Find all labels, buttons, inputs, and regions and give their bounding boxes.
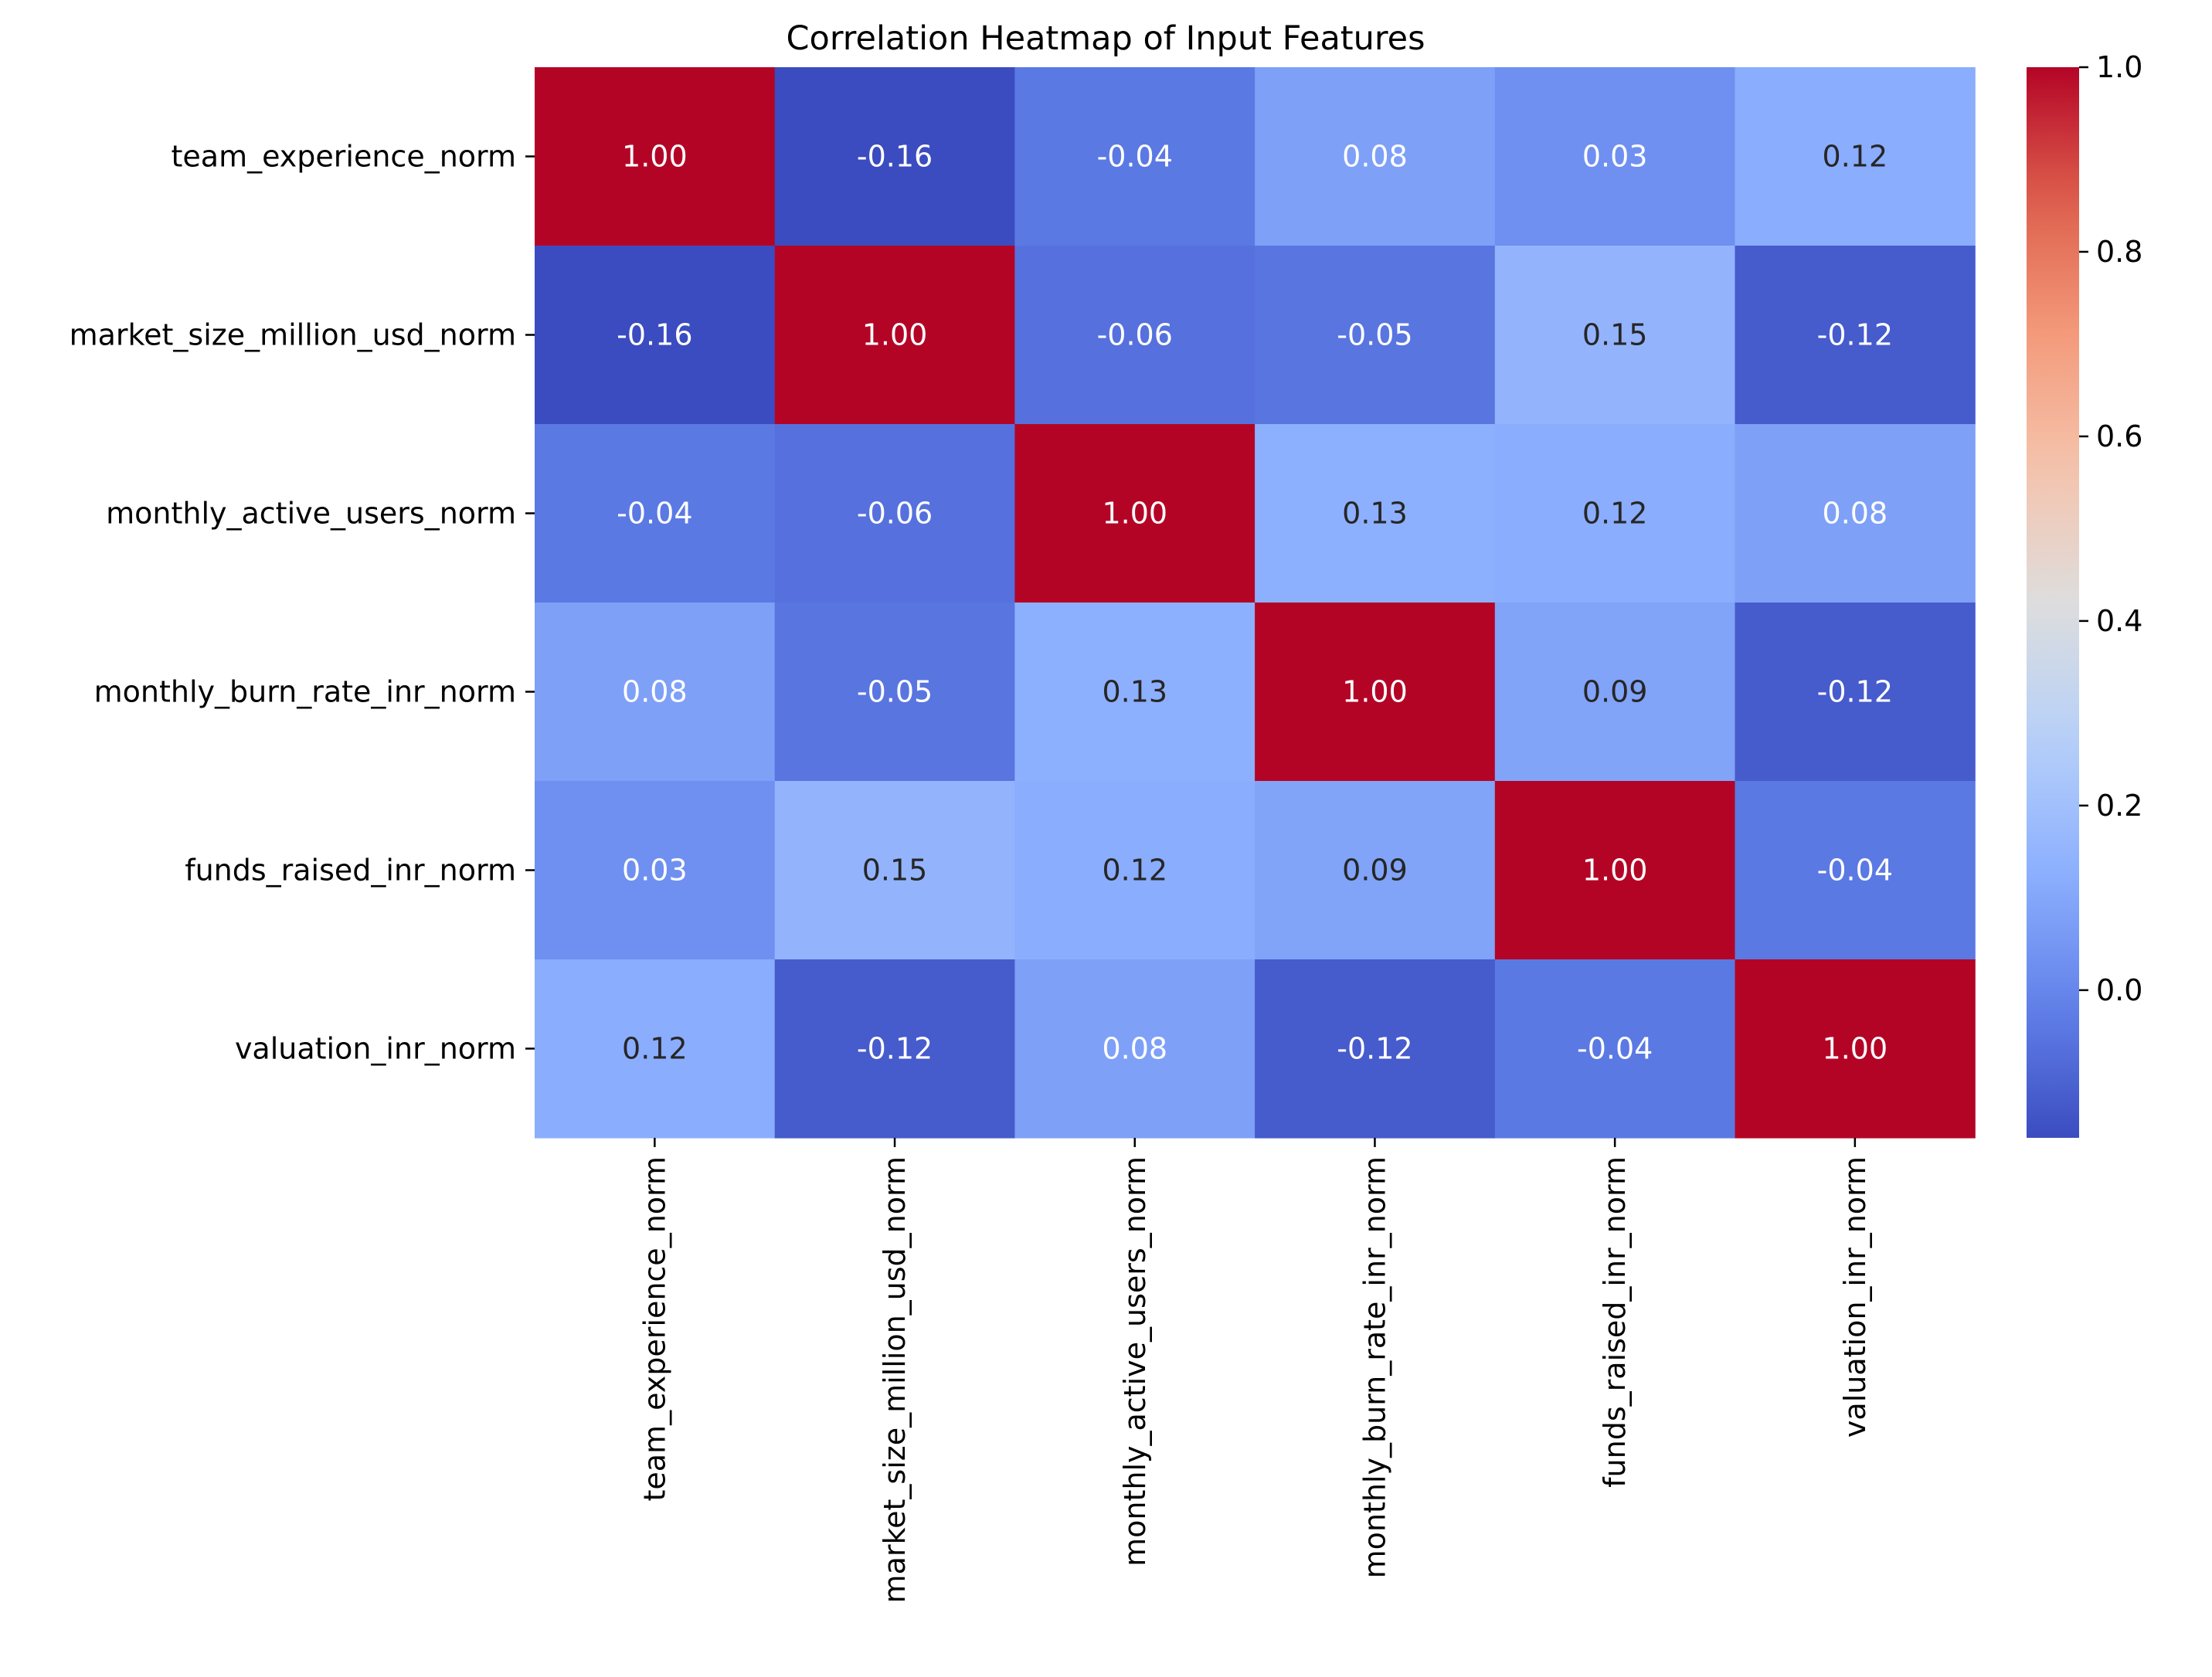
heatmap-cell — [774, 246, 1015, 425]
cell-value-label: 0.08 — [1342, 140, 1408, 174]
cell-value-label: 0.12 — [1102, 854, 1167, 888]
heatmap-cell — [535, 424, 776, 603]
cell-value-label: -0.06 — [857, 497, 933, 531]
heatmap-cell — [1735, 603, 1976, 782]
heatmap-cell — [535, 246, 776, 425]
colorbar-tick-label: 0.6 — [2096, 419, 2142, 453]
cell-value-label: 0.12 — [1823, 140, 1888, 174]
cell-value-label: 0.08 — [622, 675, 688, 709]
heatmap-cell — [1494, 959, 1736, 1139]
heatmap-cell — [1735, 959, 1976, 1139]
heatmap-cell-labels: 1.00 -0.16 -0.04 0.08 0.03 0.12 -0.16 1.00 -0.06… — [617, 140, 1893, 1066]
colorbar-tick-label: 0.4 — [2096, 604, 2142, 638]
cell-value-label: -0.16 — [857, 140, 933, 174]
colorbar-tick-label: 0.2 — [2096, 789, 2142, 823]
heatmap-cell — [1014, 424, 1256, 603]
heatmap-cell — [1014, 603, 1256, 782]
heatmap-cell — [1735, 67, 1976, 246]
heatmap-cell — [1494, 603, 1736, 782]
cell-value-label: 0.03 — [1582, 140, 1648, 174]
cell-value-label: 1.00 — [862, 318, 928, 352]
cell-value-label: 0.03 — [622, 854, 688, 888]
cell-value-label: -0.12 — [1817, 318, 1893, 352]
heatmap-cell — [1494, 424, 1736, 603]
cell-value-label: 1.00 — [622, 140, 688, 174]
cell-value-label: -0.05 — [1337, 318, 1412, 352]
cell-value-label: -0.12 — [1817, 675, 1893, 709]
cell-value-label: -0.05 — [857, 675, 933, 709]
cell-value-label: 0.08 — [1102, 1032, 1167, 1066]
heatmap-cell — [1255, 67, 1496, 246]
heatmap-cell — [774, 781, 1015, 960]
cell-value-label: -0.06 — [1097, 318, 1173, 352]
heatmap-cell — [1014, 959, 1256, 1139]
heatmap-cell — [1494, 67, 1736, 246]
heatmap-cell — [1255, 424, 1496, 603]
heatmap-cell — [1014, 781, 1256, 960]
heatmap-cells — [535, 67, 1976, 1139]
y-tick-label: monthly_active_users_norm — [106, 497, 516, 531]
heatmap-cell — [1494, 246, 1736, 425]
colorbar-gradient — [2027, 67, 2079, 1138]
heatmap-cell — [1735, 424, 1976, 603]
cell-value-label: 0.13 — [1102, 675, 1167, 709]
cell-value-label: 0.15 — [1582, 318, 1648, 352]
cell-value-label: 1.00 — [1102, 497, 1167, 531]
x-tick-label: funds_raised_inr_norm — [1598, 1156, 1632, 1488]
y-tick-label: monthly_burn_rate_inr_norm — [94, 675, 516, 709]
cell-value-label: 0.12 — [1582, 497, 1648, 531]
x-tick-label: monthly_burn_rate_inr_norm — [1357, 1156, 1391, 1578]
x-axis: team_experience_norm market_size_million_… — [637, 1138, 1872, 1603]
cell-value-label: -0.04 — [1817, 854, 1893, 888]
heatmap-cell — [1255, 959, 1496, 1139]
cell-value-label: 1.00 — [1823, 1032, 1888, 1066]
y-tick-label: funds_raised_inr_norm — [185, 854, 516, 888]
heatmap-cell — [535, 67, 776, 246]
cell-value-label: -0.12 — [857, 1032, 933, 1066]
y-tick-label: valuation_inr_norm — [235, 1032, 516, 1066]
cell-value-label: -0.04 — [1097, 140, 1173, 174]
cell-value-label: 0.13 — [1342, 497, 1408, 531]
x-tick-label: market_size_million_usd_norm — [878, 1156, 912, 1603]
cell-value-label: -0.04 — [617, 497, 692, 531]
heatmap-cell — [1014, 67, 1256, 246]
heatmap-cell — [1255, 603, 1496, 782]
y-axis: team_experience_norm market_size_million_… — [70, 140, 535, 1066]
heatmap-cell — [535, 603, 776, 782]
cell-value-label: -0.16 — [617, 318, 692, 352]
colorbar-tick-label: 0.0 — [2096, 973, 2142, 1007]
x-tick-label: valuation_inr_norm — [1838, 1156, 1872, 1438]
cell-value-label: 1.00 — [1342, 675, 1408, 709]
heatmap-cell — [774, 424, 1015, 603]
cell-value-label: 0.15 — [862, 854, 928, 888]
heatmap-cell — [774, 959, 1015, 1139]
x-tick-label: team_experience_norm — [637, 1156, 671, 1502]
heatmap-cell — [1494, 781, 1736, 960]
heatmap-cell — [1735, 781, 1976, 960]
heatmap-cell — [1255, 246, 1496, 425]
colorbar: 0.0 0.2 0.4 0.6 0.8 1.0 — [2027, 50, 2142, 1138]
heatmap-cell — [1255, 781, 1496, 960]
heatmap-cell — [774, 603, 1015, 782]
heatmap-cell — [1735, 246, 1976, 425]
cell-value-label: 0.12 — [622, 1032, 688, 1066]
y-tick-label: team_experience_norm — [172, 140, 517, 174]
colorbar-tick-label: 0.8 — [2096, 235, 2142, 269]
y-tick-label: market_size_million_usd_norm — [70, 318, 516, 352]
x-tick-label: monthly_active_users_norm — [1118, 1156, 1152, 1567]
chart-title: Correlation Heatmap of Input Features — [787, 19, 1425, 58]
cell-value-label: 1.00 — [1582, 854, 1648, 888]
heatmap-cell — [774, 67, 1015, 246]
cell-value-label: 0.08 — [1823, 497, 1888, 531]
cell-value-label: -0.04 — [1577, 1032, 1653, 1066]
cell-value-label: 0.09 — [1342, 854, 1408, 888]
cell-value-label: -0.12 — [1337, 1032, 1412, 1066]
heatmap-cell — [535, 781, 776, 960]
colorbar-tick-label: 1.0 — [2096, 50, 2142, 84]
cell-value-label: 0.09 — [1582, 675, 1648, 709]
heatmap-cell — [535, 959, 776, 1139]
heatmap-cell — [1014, 246, 1256, 425]
